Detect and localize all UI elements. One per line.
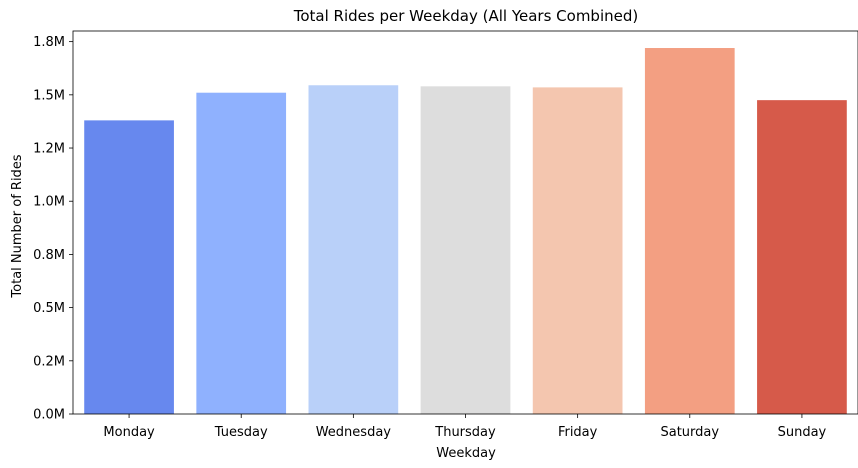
x-tick-label: Tuesday xyxy=(214,425,268,440)
y-tick-label: 0.2M xyxy=(33,354,65,369)
x-tick-label: Monday xyxy=(103,425,155,440)
bars-group xyxy=(84,48,847,415)
y-tick-label: 1.5M xyxy=(33,88,65,103)
bar-wednesday xyxy=(308,85,399,414)
x-tick-label: Saturday xyxy=(660,425,719,440)
y-axis-label: Total Number of Rides xyxy=(10,154,25,298)
x-tick-label: Wednesday xyxy=(316,425,392,440)
y-tick-label: 1.0M xyxy=(33,195,65,210)
bar-thursday xyxy=(420,86,511,415)
y-tick-label: 1.2M xyxy=(33,142,65,157)
y-tick-label: 0.5M xyxy=(33,301,65,316)
plot-frame xyxy=(72,30,858,415)
x-tick-label: Friday xyxy=(558,425,598,440)
bar-tuesday xyxy=(196,92,287,414)
bar-saturday xyxy=(644,48,735,415)
x-axis-label: Weekday xyxy=(436,446,496,461)
y-tick-label: 0.8M xyxy=(33,248,65,263)
y-tick-label: 1.8M xyxy=(33,35,65,50)
chart-title: Total Rides per Weekday (All Years Combi… xyxy=(293,7,638,25)
y-axis-ticks: 0.0M 0.2M 0.5M 0.8M 1.0M 1.2M 1.5M 1.8M xyxy=(33,35,73,423)
bar-friday xyxy=(532,87,623,414)
x-tick-label: Thursday xyxy=(434,425,496,440)
y-tick-label: 0.0M xyxy=(33,408,65,423)
bar-sunday xyxy=(757,100,847,415)
x-axis-ticks: Monday Tuesday Wednesday Thursday Friday Satu… xyxy=(103,414,827,440)
bar-monday xyxy=(84,120,174,414)
x-tick-label: Sunday xyxy=(778,425,827,440)
